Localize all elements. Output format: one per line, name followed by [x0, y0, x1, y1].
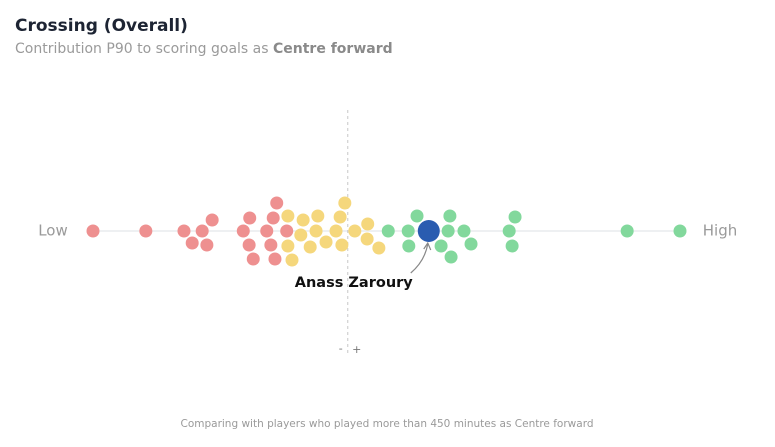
player-dot — [311, 209, 325, 223]
player-dot — [177, 224, 191, 238]
player-dot — [441, 224, 455, 238]
subtitle-emphasis: Centre forward — [273, 41, 393, 57]
player-dot — [281, 209, 295, 223]
player-dot — [505, 239, 519, 253]
low-label: Low — [38, 222, 68, 240]
player-dot — [335, 238, 349, 252]
player-dot — [348, 224, 362, 238]
player-dot — [444, 250, 458, 264]
subtitle-text: Contribution P90 to scoring goals as — [15, 41, 273, 57]
player-dot — [401, 224, 415, 238]
chart-title: Crossing (Overall) — [15, 16, 188, 36]
player-dot — [246, 252, 260, 266]
player-dot — [268, 252, 282, 266]
player-dot — [281, 239, 295, 253]
player-dot — [329, 224, 343, 238]
player-dot — [242, 238, 256, 252]
player-dot — [620, 224, 634, 238]
player-dot — [266, 211, 280, 225]
player-dot — [338, 196, 352, 210]
highlight-name: Anass Zaroury — [295, 275, 414, 291]
player-dot — [185, 236, 199, 250]
player-dot — [361, 217, 375, 231]
highlight-dot — [417, 220, 440, 242]
chart-subtitle: Contribution P90 to scoring goals as Cen… — [15, 41, 393, 57]
player-dot — [457, 224, 471, 238]
player-dot — [508, 210, 522, 224]
player-dot — [673, 224, 687, 238]
minus-label: - — [339, 342, 343, 355]
player-dot — [270, 196, 284, 210]
player-dot — [319, 235, 333, 249]
player-dot — [139, 224, 153, 238]
player-dot — [294, 228, 308, 242]
player-dot — [410, 209, 424, 223]
player-dot — [372, 241, 386, 255]
player-dot — [243, 211, 257, 225]
player-dot — [200, 238, 214, 252]
player-dot — [381, 224, 395, 238]
footnote: Comparing with players who played more t… — [180, 418, 593, 430]
player-dot — [402, 239, 416, 253]
player-dot — [264, 238, 278, 252]
player-dot — [205, 213, 219, 227]
player-dot — [236, 224, 250, 238]
player-dot — [502, 224, 516, 238]
player-dot — [86, 224, 100, 238]
player-dot — [296, 213, 310, 227]
player-dot — [333, 210, 347, 224]
player-dot — [195, 224, 209, 238]
high-label: High — [703, 222, 737, 240]
player-dot — [434, 239, 448, 253]
arrow-head — [423, 241, 432, 251]
header: Crossing (Overall) Contribution P90 to s… — [15, 16, 393, 57]
player-dot — [464, 237, 478, 251]
plus-label: + — [352, 343, 361, 356]
player-dot — [360, 232, 374, 246]
player-dot — [303, 240, 317, 254]
player-dot — [309, 224, 323, 238]
player-dot — [260, 224, 274, 238]
player-dot — [285, 253, 299, 267]
player-dot — [443, 209, 457, 223]
annotation-arrow — [410, 243, 429, 274]
player-dot — [280, 224, 294, 238]
